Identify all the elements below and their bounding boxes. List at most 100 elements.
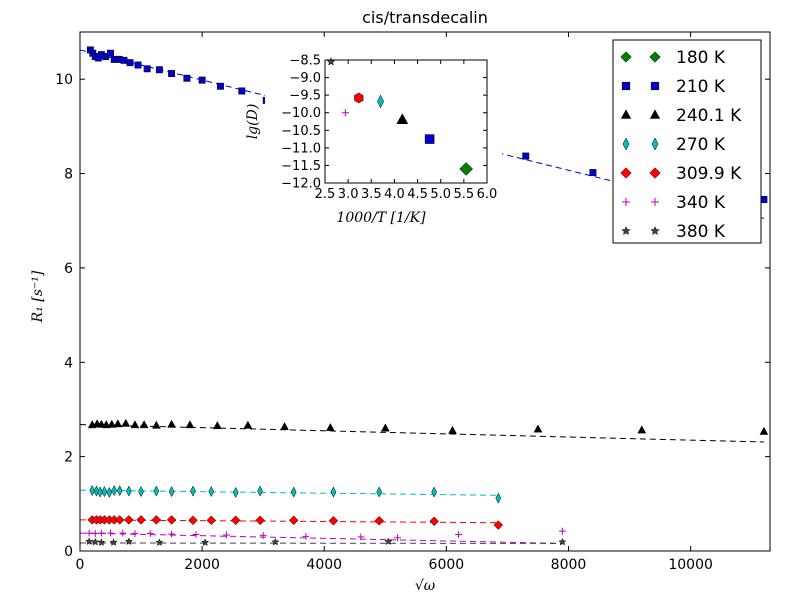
inset-x-tick-label: 6.0	[477, 187, 498, 202]
y-tick-label: 0	[64, 544, 73, 560]
inset-y-tick-label: −10.5	[281, 124, 321, 139]
point-270-k	[431, 486, 437, 498]
point-210-k	[126, 59, 134, 67]
inset-point	[341, 109, 349, 117]
point-380-k	[85, 537, 94, 546]
point-270-k	[208, 485, 215, 498]
point-210-k	[589, 169, 597, 177]
inset-y-tick-label: −8.5	[289, 54, 321, 69]
point-309-9-k	[288, 515, 299, 526]
inset-x-tick-label: 5.5	[454, 187, 475, 202]
inset-point	[396, 113, 409, 124]
legend-label: 309.9 K	[676, 164, 742, 184]
plot-area	[79, 31, 771, 552]
point-240-1-k	[139, 420, 149, 429]
inset-x-tick-label: 5.0	[430, 187, 451, 202]
point-240-1-k	[448, 425, 457, 434]
point-270-k	[93, 485, 100, 497]
point-309-9-k	[328, 516, 339, 526]
fit-line-340-k	[79, 532, 563, 544]
point-380-k	[97, 538, 106, 546]
point-340-k	[192, 531, 200, 538]
point-210-k	[134, 61, 142, 69]
legend-label: 180 K	[676, 48, 726, 68]
point-240-1-k	[185, 420, 195, 429]
point-240-1-k	[380, 423, 390, 432]
point-210-k	[155, 66, 163, 74]
legend-marker	[650, 226, 660, 236]
axes-ticks: 0 2000 4000 6000 8000 10000 0 2 4 6 8 10	[55, 32, 770, 573]
point-309-9-k	[374, 516, 384, 526]
point-340-k	[131, 530, 139, 537]
point-309-9-k	[124, 515, 134, 525]
legend-marker	[649, 109, 661, 119]
legend-marker	[649, 51, 661, 63]
point-210-k	[216, 82, 224, 90]
inset-point	[459, 162, 474, 176]
inset-y-axis-label: lg(D)	[245, 104, 261, 140]
legend-label: 340 K	[676, 193, 726, 213]
y-tick-label: 2	[64, 450, 73, 466]
inset-point	[354, 92, 364, 104]
legend-marker	[621, 81, 631, 91]
point-240-1-k	[637, 425, 647, 434]
legend-marker	[621, 226, 631, 236]
fit-line-240-1-k	[79, 424, 764, 443]
legend: 180 K 210 K 240.1 K 270 K 309.9 K 340 K 380 K	[612, 39, 762, 244]
inset-y-tick-label: −12.0	[281, 177, 321, 192]
point-340-k	[85, 529, 93, 537]
point-210-k	[183, 74, 191, 82]
point-380-k	[271, 537, 280, 546]
inset-x-tick-label: 3.0	[338, 187, 359, 202]
point-270-k	[101, 485, 108, 498]
legend-marker	[650, 81, 660, 91]
point-340-k	[259, 532, 267, 539]
inset-x-tick-label: 4.0	[384, 187, 405, 202]
inset-chart: 2.5 3.0 3.5 4.0 4.5 5.0 5.5 6.0 −8.5 −9.0 −9.5 −10.…	[245, 50, 502, 248]
legend-marker	[620, 109, 632, 119]
point-340-k	[97, 529, 105, 537]
inset-point	[326, 57, 336, 66]
point-270-k	[111, 485, 117, 497]
x-axis-label: √ω	[415, 578, 436, 594]
legend-marker	[649, 167, 661, 179]
point-240-1-k	[101, 420, 111, 429]
point-240-1-k	[759, 426, 769, 435]
point-240-1-k	[113, 419, 123, 428]
y-axis-label: R₁ [s⁻¹]	[30, 270, 46, 323]
point-340-k	[394, 534, 401, 542]
point-309-9-k	[206, 515, 217, 526]
point-270-k	[106, 486, 113, 499]
point-270-k	[190, 485, 196, 497]
point-309-9-k	[151, 515, 162, 525]
x-tick-label: 4000	[306, 557, 342, 573]
point-210-k	[168, 70, 176, 77]
point-270-k	[495, 492, 502, 504]
legend-marker	[622, 137, 630, 151]
point-240-1-k	[167, 419, 176, 428]
point-340-k	[558, 527, 566, 535]
point-240-1-k	[243, 420, 253, 429]
point-340-k	[146, 530, 154, 537]
point-240-1-k	[107, 419, 117, 428]
chart-title: cis/transdecalin	[362, 8, 488, 27]
point-270-k	[168, 485, 175, 498]
point-210-k	[198, 76, 206, 84]
x-tick-label: 0	[76, 557, 85, 573]
inset-x-tick-label: 3.5	[361, 187, 382, 202]
point-380-k	[155, 538, 164, 546]
point-340-k	[91, 530, 99, 537]
point-240-1-k	[325, 423, 335, 431]
point-270-k	[97, 486, 103, 498]
point-270-k	[232, 486, 239, 499]
x-tick-label: 8000	[551, 557, 587, 573]
inset-y-tick-label: −9.5	[289, 89, 321, 104]
legend-label: 270 K	[676, 135, 726, 155]
legend-marker	[620, 167, 632, 179]
x-tick-label: 2000	[184, 557, 220, 573]
legend-marker	[650, 197, 660, 207]
point-380-k	[558, 537, 567, 546]
point-270-k	[290, 486, 297, 498]
point-309-9-k	[136, 515, 146, 525]
